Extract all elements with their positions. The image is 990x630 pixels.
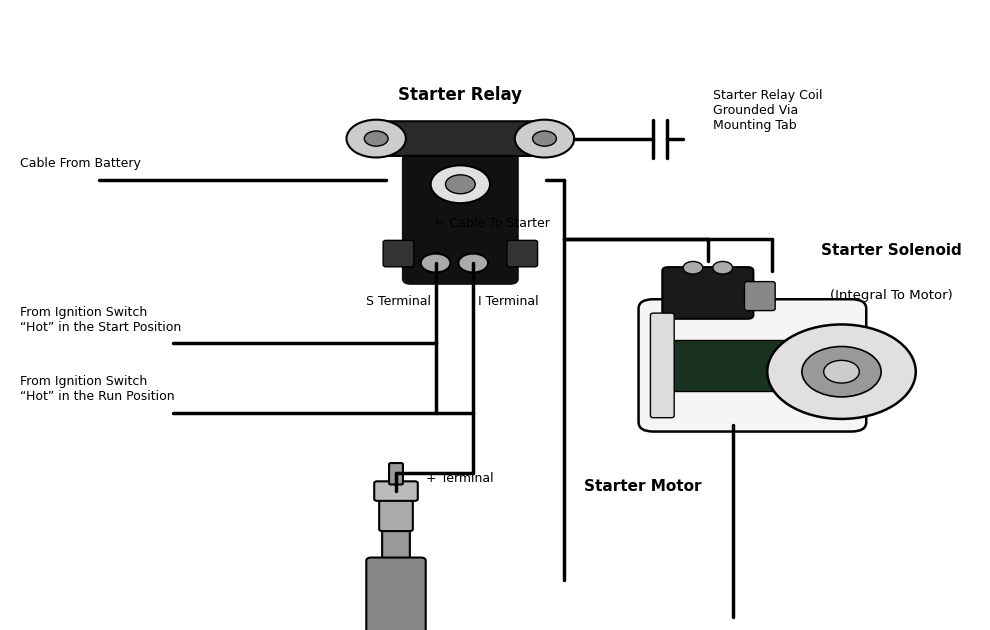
- Circle shape: [683, 261, 703, 274]
- Circle shape: [458, 253, 488, 272]
- FancyBboxPatch shape: [663, 340, 822, 391]
- Text: I Terminal: I Terminal: [478, 294, 539, 307]
- Text: (Integral To Motor): (Integral To Motor): [830, 289, 952, 302]
- FancyBboxPatch shape: [383, 240, 414, 266]
- FancyBboxPatch shape: [650, 313, 674, 418]
- FancyBboxPatch shape: [403, 147, 518, 284]
- FancyBboxPatch shape: [662, 267, 753, 319]
- Circle shape: [346, 120, 406, 158]
- Text: Starter Relay: Starter Relay: [398, 86, 523, 104]
- Text: Starter Solenoid: Starter Solenoid: [821, 243, 961, 258]
- FancyBboxPatch shape: [744, 282, 775, 311]
- FancyBboxPatch shape: [639, 299, 866, 432]
- Text: S Terminal: S Terminal: [365, 294, 431, 307]
- Text: Starter Relay Coil
Grounded Via
Mounting Tab: Starter Relay Coil Grounded Via Mounting…: [713, 89, 823, 132]
- Circle shape: [515, 120, 574, 158]
- Circle shape: [431, 165, 490, 203]
- Text: From Ignition Switch
“Hot” in the Start Position: From Ignition Switch “Hot” in the Start …: [20, 306, 181, 334]
- FancyBboxPatch shape: [376, 121, 544, 156]
- Circle shape: [533, 131, 556, 146]
- Circle shape: [767, 324, 916, 419]
- FancyBboxPatch shape: [507, 240, 538, 266]
- Circle shape: [446, 175, 475, 193]
- FancyBboxPatch shape: [379, 496, 413, 531]
- Circle shape: [364, 131, 388, 146]
- Text: Starter Motor: Starter Motor: [584, 479, 702, 494]
- Circle shape: [421, 253, 450, 272]
- Circle shape: [824, 360, 859, 383]
- FancyBboxPatch shape: [366, 558, 426, 630]
- Circle shape: [713, 261, 733, 274]
- Text: From Ignition Switch
“Hot” in the Run Position: From Ignition Switch “Hot” in the Run Po…: [20, 375, 174, 403]
- Text: + Terminal: + Terminal: [426, 472, 493, 485]
- FancyBboxPatch shape: [382, 515, 410, 630]
- Circle shape: [802, 346, 881, 397]
- FancyBboxPatch shape: [389, 463, 403, 484]
- Text: ← Cable To Starter: ← Cable To Starter: [435, 217, 549, 230]
- Text: Cable From Battery: Cable From Battery: [20, 157, 141, 170]
- FancyBboxPatch shape: [374, 481, 418, 501]
